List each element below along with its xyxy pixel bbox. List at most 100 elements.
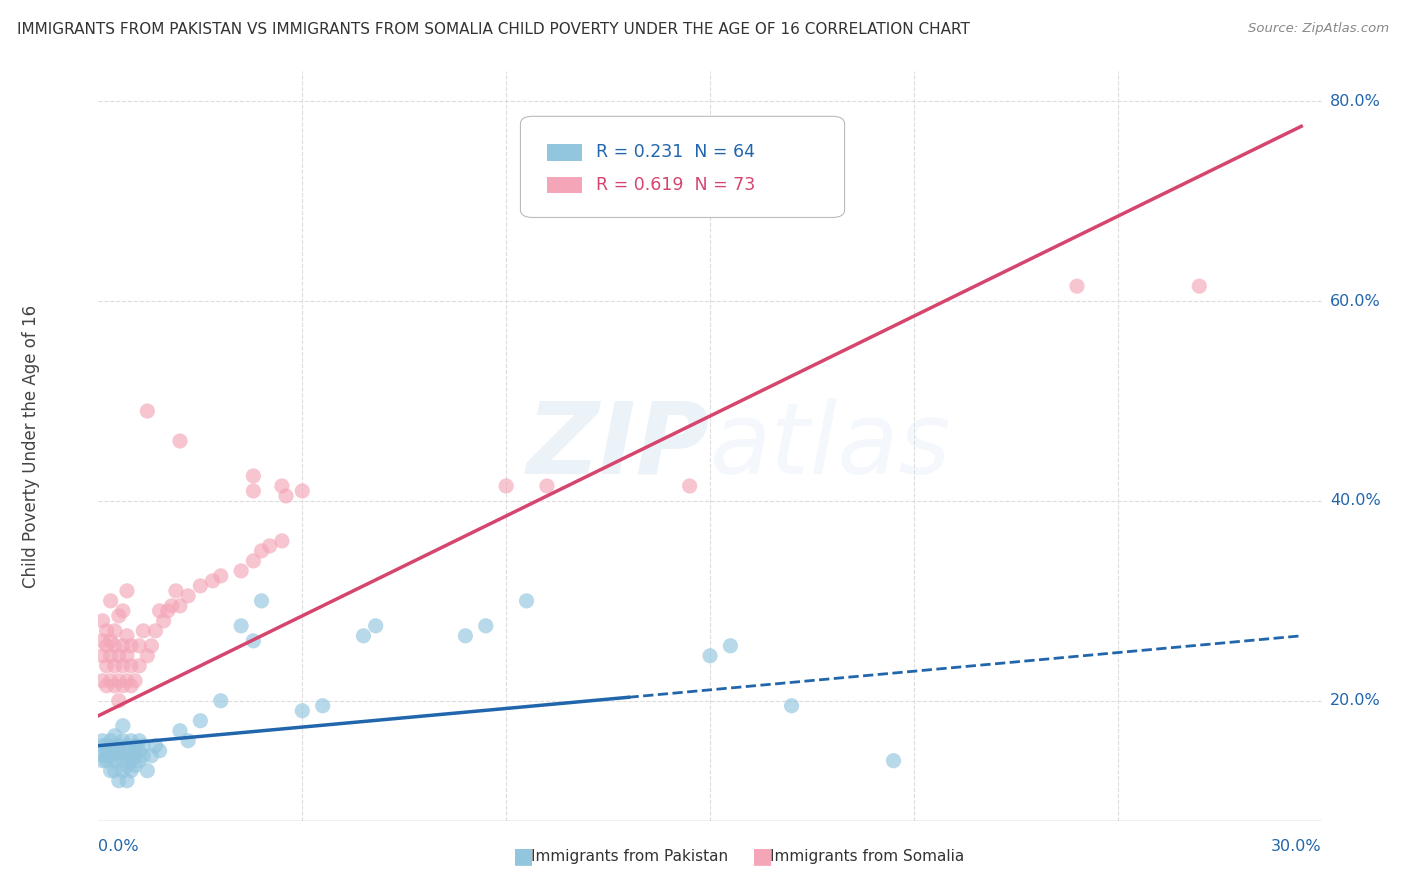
Point <box>242 554 264 568</box>
Point <box>91 739 114 753</box>
Point <box>96 748 118 763</box>
Point <box>474 619 498 633</box>
Point <box>108 748 131 763</box>
Point <box>165 583 187 598</box>
Point <box>111 733 134 747</box>
Point <box>291 704 314 718</box>
Point <box>177 589 200 603</box>
Point <box>231 564 253 578</box>
Text: ZIP: ZIP <box>527 398 710 494</box>
Point <box>108 694 131 708</box>
Point <box>883 754 905 768</box>
Point <box>231 619 253 633</box>
Point <box>100 764 122 778</box>
Point <box>100 673 122 688</box>
Point <box>169 599 191 613</box>
Point <box>259 539 281 553</box>
Point <box>188 579 212 593</box>
Point <box>91 673 114 688</box>
Point <box>454 629 477 643</box>
Point <box>209 694 232 708</box>
Point <box>104 754 127 768</box>
Point <box>120 764 142 778</box>
Point <box>115 673 138 688</box>
Point <box>115 648 138 663</box>
Point <box>312 698 335 713</box>
Point <box>124 758 146 772</box>
Point <box>128 658 150 673</box>
Point <box>111 639 134 653</box>
Point <box>91 748 114 763</box>
Point <box>96 624 118 638</box>
Text: Immigrants from Somalia: Immigrants from Somalia <box>770 849 965 863</box>
Point <box>156 604 179 618</box>
Point <box>100 733 122 747</box>
Point <box>91 648 114 663</box>
Point <box>100 594 122 608</box>
Text: 80.0%: 80.0% <box>1330 94 1381 109</box>
FancyBboxPatch shape <box>547 177 582 194</box>
Point <box>100 633 122 648</box>
Point <box>149 604 172 618</box>
Point <box>352 629 374 643</box>
Point <box>177 733 200 747</box>
Point <box>250 544 273 558</box>
Text: 0.0%: 0.0% <box>98 838 139 854</box>
Point <box>780 698 803 713</box>
Point <box>108 744 131 758</box>
Point <box>250 594 273 608</box>
Point <box>111 679 134 693</box>
Point <box>111 754 134 768</box>
Point <box>270 479 294 493</box>
Point <box>136 648 159 663</box>
Point <box>91 614 114 628</box>
Point <box>91 754 114 768</box>
Point <box>149 744 172 758</box>
Point <box>115 583 138 598</box>
Point <box>104 639 127 653</box>
Point <box>115 773 138 788</box>
Point <box>128 639 150 653</box>
Point <box>128 754 150 768</box>
Text: Source: ZipAtlas.com: Source: ZipAtlas.com <box>1249 22 1389 36</box>
Text: 60.0%: 60.0% <box>1330 293 1381 309</box>
Point <box>270 533 294 548</box>
Text: R = 0.231  N = 64: R = 0.231 N = 64 <box>596 144 755 161</box>
Point <box>96 658 118 673</box>
Point <box>100 748 122 763</box>
FancyBboxPatch shape <box>520 116 845 218</box>
Point <box>120 639 142 653</box>
Point <box>108 648 131 663</box>
Point <box>145 624 167 638</box>
Point <box>274 489 297 503</box>
Point <box>104 739 127 753</box>
Text: Immigrants from Pakistan: Immigrants from Pakistan <box>531 849 728 863</box>
Point <box>91 633 114 648</box>
Point <box>699 648 721 663</box>
Point <box>111 719 134 733</box>
Text: atlas: atlas <box>710 398 952 494</box>
Point <box>242 469 264 483</box>
Point <box>128 733 150 747</box>
Point <box>132 739 155 753</box>
Point <box>132 624 155 638</box>
Point <box>104 764 127 778</box>
Point <box>120 679 142 693</box>
Point <box>145 739 167 753</box>
Text: R = 0.619  N = 73: R = 0.619 N = 73 <box>596 177 755 194</box>
Point <box>104 658 127 673</box>
Point <box>115 629 138 643</box>
Point <box>141 639 163 653</box>
Point <box>136 764 159 778</box>
Point <box>108 673 131 688</box>
Point <box>96 744 118 758</box>
Point <box>124 739 146 753</box>
Point <box>115 748 138 763</box>
Point <box>111 658 134 673</box>
Point <box>141 748 163 763</box>
Point <box>108 773 131 788</box>
Point <box>104 729 127 743</box>
Text: ■: ■ <box>752 847 773 866</box>
Point <box>111 764 134 778</box>
Point <box>96 679 118 693</box>
